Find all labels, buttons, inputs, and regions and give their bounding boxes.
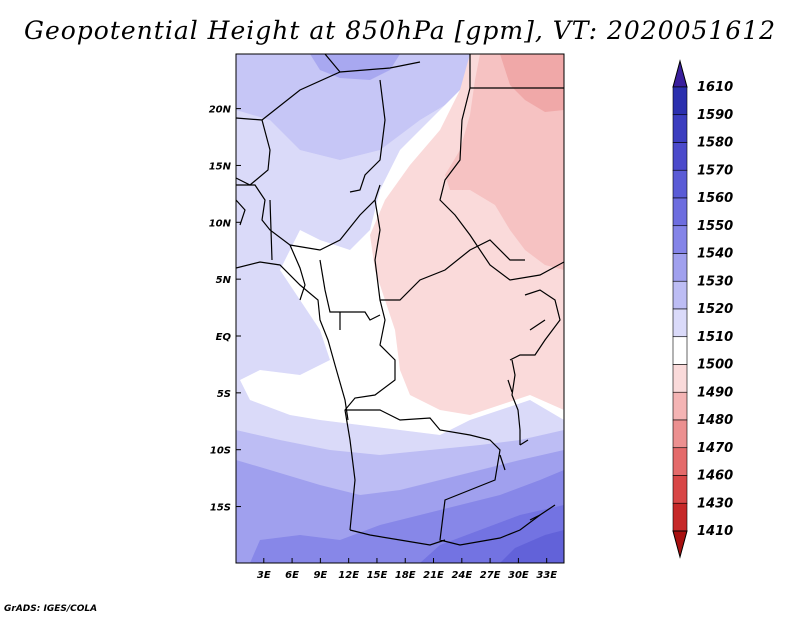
y-tick-label: EQ bbox=[216, 332, 232, 343]
border-lines-north bbox=[236, 54, 564, 281]
x-tick-label: 27E bbox=[480, 570, 501, 581]
x-tick-label: 21E bbox=[423, 570, 444, 581]
colorbar-label: 1520 bbox=[697, 302, 733, 317]
colorbar-segment bbox=[672, 336, 688, 365]
field-1490 bbox=[445, 54, 564, 270]
colorbar-segment bbox=[672, 419, 688, 449]
y-tick-label: 5N bbox=[216, 275, 232, 286]
colorbar-label: 1540 bbox=[697, 247, 733, 262]
y-tick-label: 5S bbox=[217, 389, 231, 400]
y-tick-label: 10S bbox=[210, 446, 231, 457]
colorbar-extend-min bbox=[672, 530, 688, 559]
colorbar-segment bbox=[672, 114, 688, 143]
colorbar-label: 1470 bbox=[697, 441, 733, 456]
colorbar-segment bbox=[672, 391, 688, 421]
colorbar-label: 1430 bbox=[697, 496, 733, 511]
x-tick-label: 24E bbox=[451, 570, 472, 581]
y-axis: 20N 15N 10N 5N EQ 5S 10S 15S bbox=[209, 105, 241, 514]
y-tick-label: 15S bbox=[210, 503, 231, 514]
credit-text: GrADS: IGES/COLA bbox=[4, 604, 98, 614]
x-tick-label: 9E bbox=[313, 570, 327, 581]
colorbar-label: 1460 bbox=[697, 469, 733, 484]
y-tick-label: 20N bbox=[209, 105, 232, 116]
colorbar-segment bbox=[672, 447, 688, 476]
field-1530-north bbox=[236, 54, 470, 160]
colorbar-segment bbox=[672, 225, 688, 254]
colorbar-label: 1550 bbox=[697, 219, 733, 234]
colorbar-label: 1590 bbox=[697, 108, 733, 123]
colorbar-label: 1570 bbox=[697, 163, 733, 178]
chart-title: Geopotential Height at 850hPa [gpm], VT:… bbox=[23, 16, 777, 45]
x-tick-label: 18E bbox=[395, 570, 416, 581]
colorbar-label: 1500 bbox=[697, 358, 733, 373]
colorbar-label: 1610 bbox=[697, 80, 733, 95]
colorbar-segment bbox=[672, 253, 688, 282]
x-tick-label: 15E bbox=[367, 570, 388, 581]
x-tick-label: 33E bbox=[536, 570, 557, 581]
colorbar-segment bbox=[672, 364, 688, 393]
y-tick-label: 15N bbox=[209, 161, 232, 172]
x-tick-label: 30E bbox=[508, 570, 529, 581]
colorbar-label: 1530 bbox=[697, 274, 733, 289]
x-tick-label: 6E bbox=[285, 570, 299, 581]
colorbar-label: 1560 bbox=[697, 191, 733, 206]
colorbar-segment bbox=[672, 197, 688, 227]
x-tick-label: 12E bbox=[338, 570, 359, 581]
colorbar-segment bbox=[672, 308, 688, 338]
colorbar-segment bbox=[672, 142, 688, 171]
coastline-west bbox=[236, 199, 349, 421]
field-1540-north bbox=[310, 54, 400, 80]
colorbar-label: 1580 bbox=[697, 136, 733, 151]
x-tick-label: 3E bbox=[257, 570, 271, 581]
lakes bbox=[499, 359, 541, 521]
colorbar: 1610 1590 1580 1570 1560 1550 1540 1530 1520 1510… bbox=[672, 59, 733, 559]
colorbar-label: 1480 bbox=[697, 413, 733, 428]
x-axis: 3E 6E 9E 12E 15E 18E 21E 24E 27E 30E 33E bbox=[257, 558, 557, 581]
colorbar-extend-max bbox=[672, 59, 688, 88]
colorbar-label: 1410 bbox=[697, 524, 733, 539]
y-tick-label: 10N bbox=[209, 218, 232, 229]
field-1480 bbox=[500, 54, 564, 112]
colorbar-label: 1490 bbox=[697, 385, 733, 400]
plot-frame bbox=[235, 53, 565, 564]
colorbar-segment bbox=[672, 169, 688, 199]
border-lines-west bbox=[236, 184, 381, 330]
height-field bbox=[236, 54, 564, 563]
country-borders bbox=[236, 54, 564, 546]
colorbar-segment bbox=[672, 475, 688, 504]
field-1560-south bbox=[500, 530, 564, 563]
colorbar-segment bbox=[672, 280, 688, 310]
colorbar-segment bbox=[672, 86, 688, 116]
border-lines-central bbox=[344, 199, 561, 546]
colorbar-segment bbox=[672, 502, 688, 532]
colorbar-label: 1510 bbox=[697, 330, 733, 345]
